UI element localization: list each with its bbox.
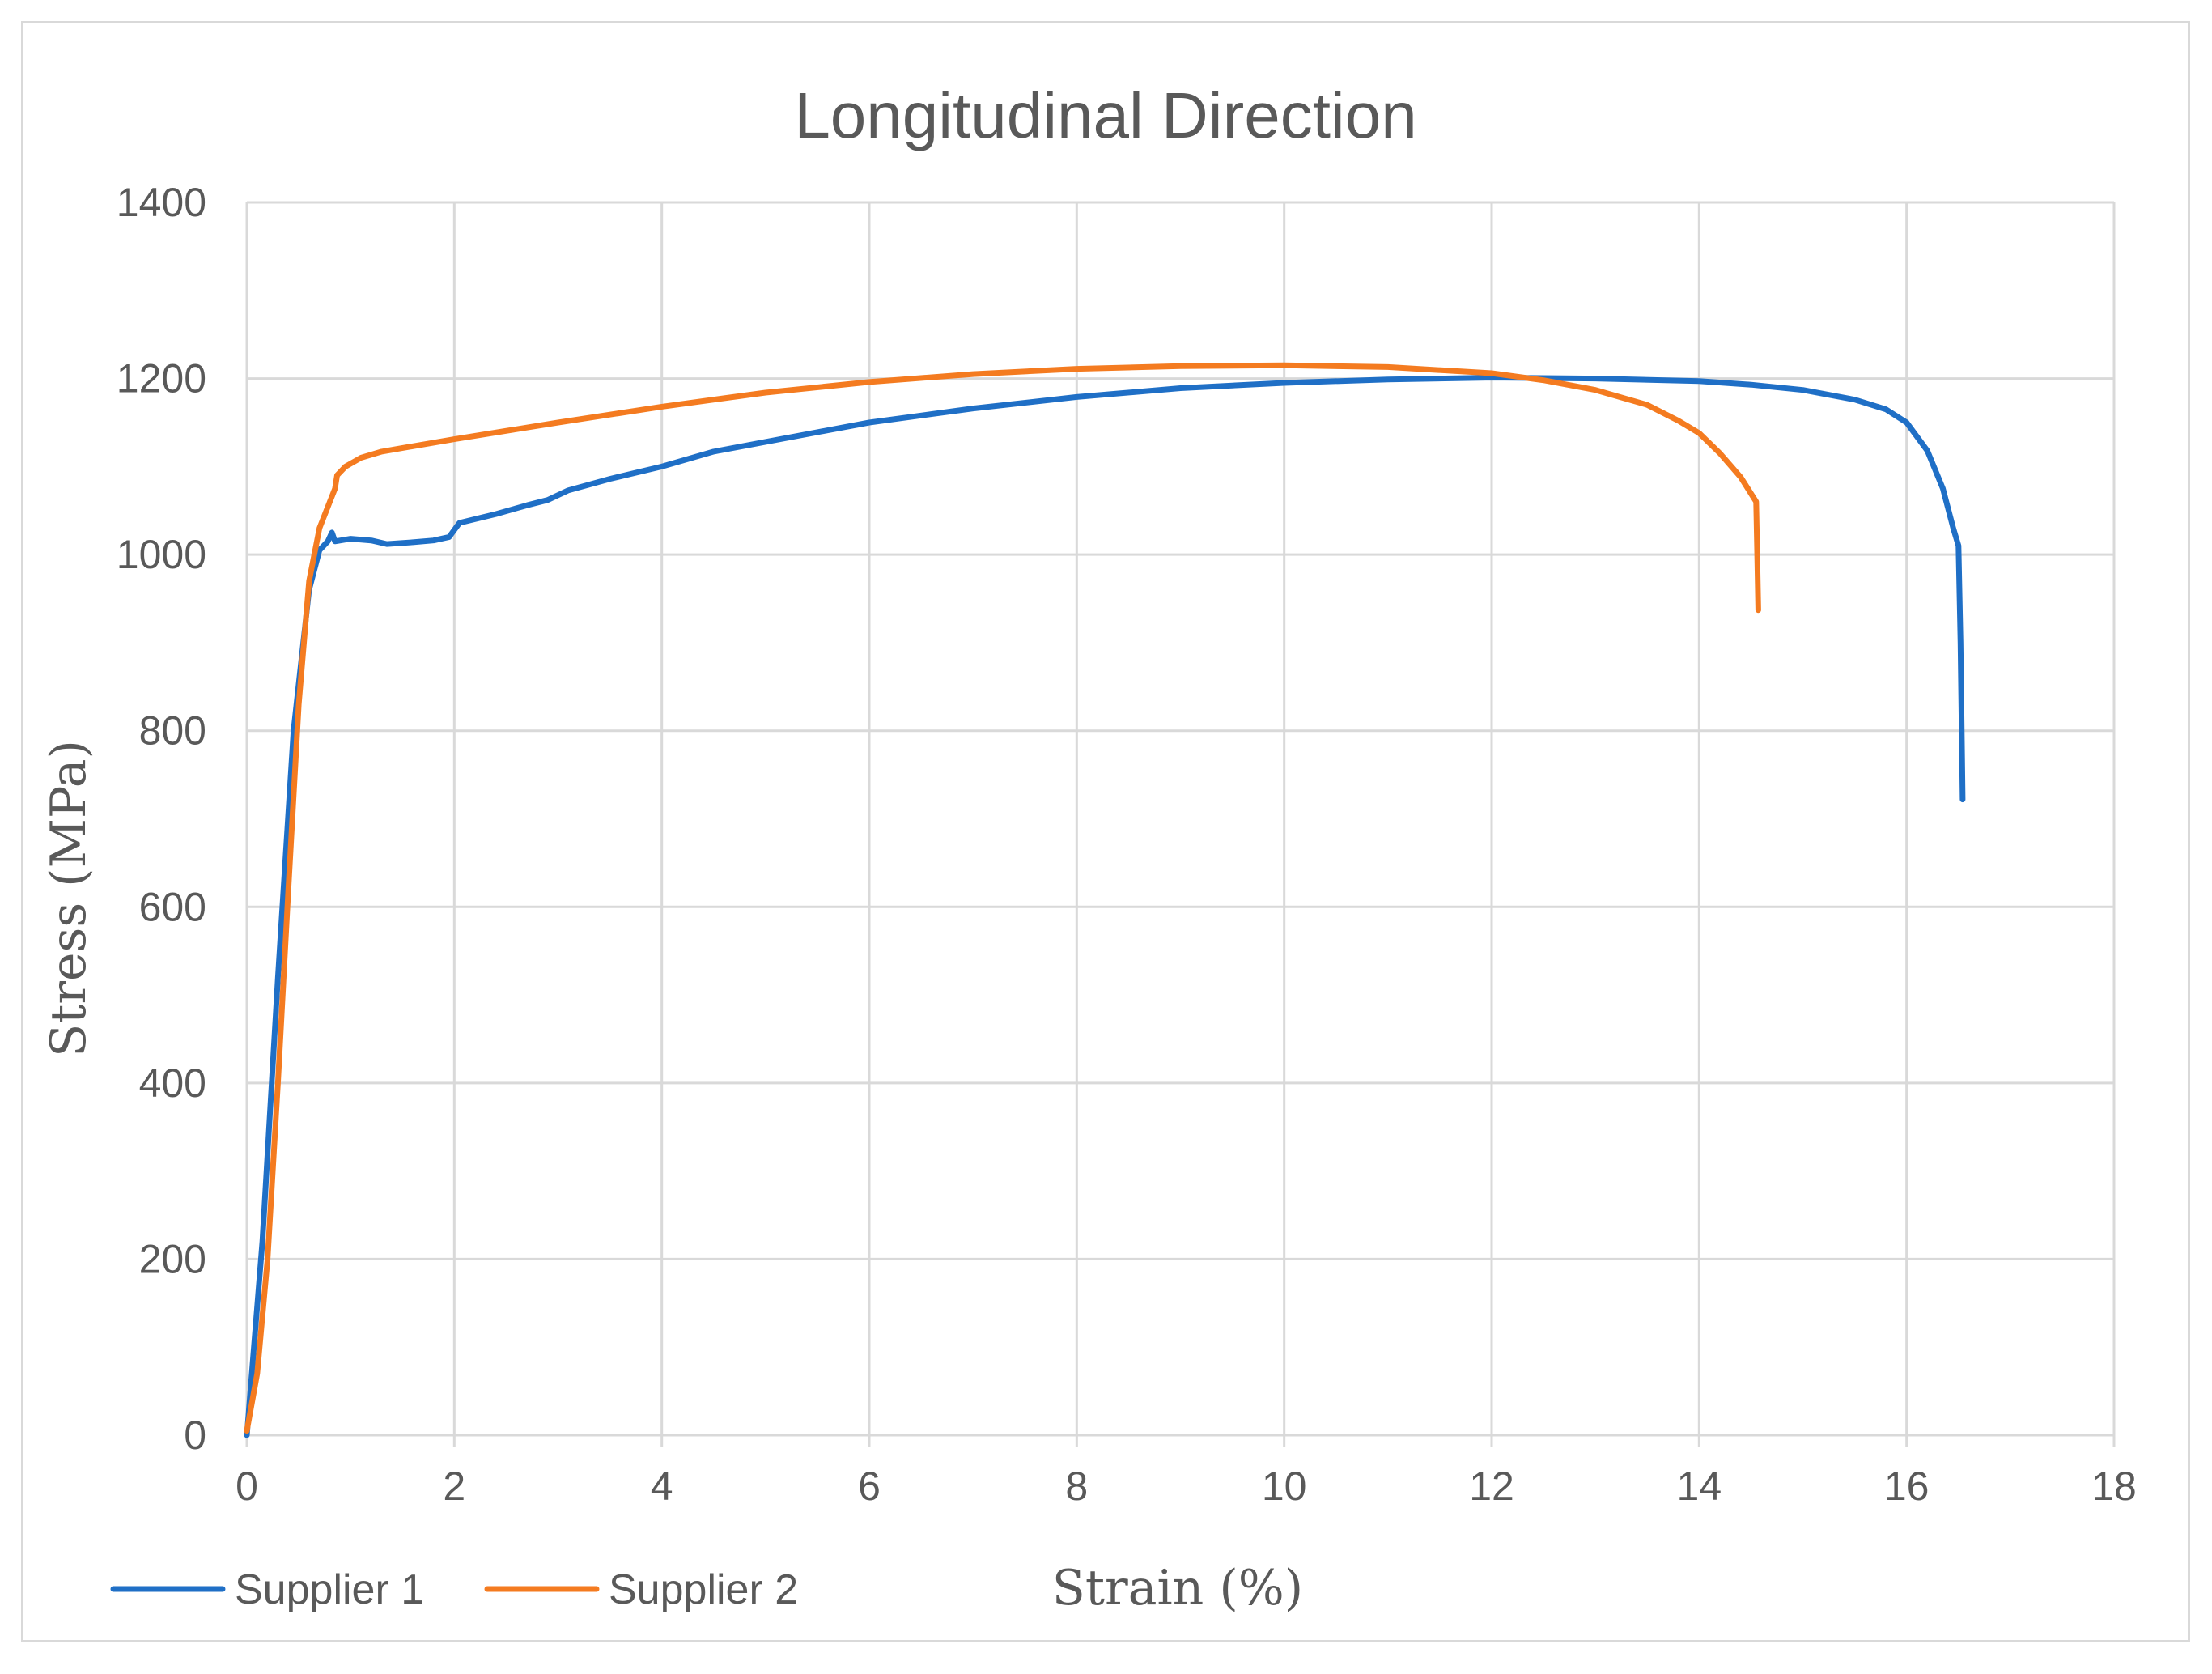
x-tick-labels: 0 2 4 6 8 10 12 14 16 18 <box>236 1464 2137 1509</box>
x-tick-label: 18 <box>2091 1464 2137 1509</box>
y-axis-title: Stress (MPa) <box>40 740 97 1057</box>
x-tick-label: 12 <box>1469 1464 1514 1509</box>
y-tick-label: 600 <box>139 884 206 929</box>
x-tick-label: 14 <box>1677 1464 1722 1509</box>
legend-label-supplier-2: Supplier 2 <box>609 1566 798 1613</box>
x-tick-label: 8 <box>1065 1464 1088 1509</box>
y-tick-label: 800 <box>139 708 206 754</box>
x-tick-label: 10 <box>1262 1464 1307 1509</box>
y-tick-label: 400 <box>139 1060 206 1106</box>
series-lines <box>244 362 1966 1438</box>
x-tick-label: 4 <box>651 1464 673 1509</box>
chart-frame <box>21 21 2190 1642</box>
legend: Supplier 1 Supplier 2 <box>110 1566 798 1613</box>
x-tick-label: 2 <box>443 1464 465 1509</box>
y-tick-label: 200 <box>139 1236 206 1281</box>
y-tick-label: 1000 <box>117 532 206 577</box>
series-line-supplier-1 <box>244 375 1966 1438</box>
y-tick-label: 1400 <box>117 180 206 225</box>
y-tick-label: 1200 <box>117 356 206 402</box>
grid <box>245 201 2116 1447</box>
legend-label-supplier-1: Supplier 1 <box>235 1566 424 1613</box>
x-axis-title: Strain (%) <box>1052 1560 1303 1617</box>
chart-title: Longitudinal Direction <box>794 79 1416 151</box>
x-tick-label: 6 <box>858 1464 881 1509</box>
x-tick-label: 16 <box>1884 1464 1930 1509</box>
y-tick-label: 0 <box>184 1413 206 1458</box>
series-line-supplier-2 <box>244 362 1761 1434</box>
x-tick-label: 0 <box>236 1464 258 1509</box>
y-tick-labels: 0 200 400 600 800 1000 1200 1400 <box>117 180 206 1458</box>
